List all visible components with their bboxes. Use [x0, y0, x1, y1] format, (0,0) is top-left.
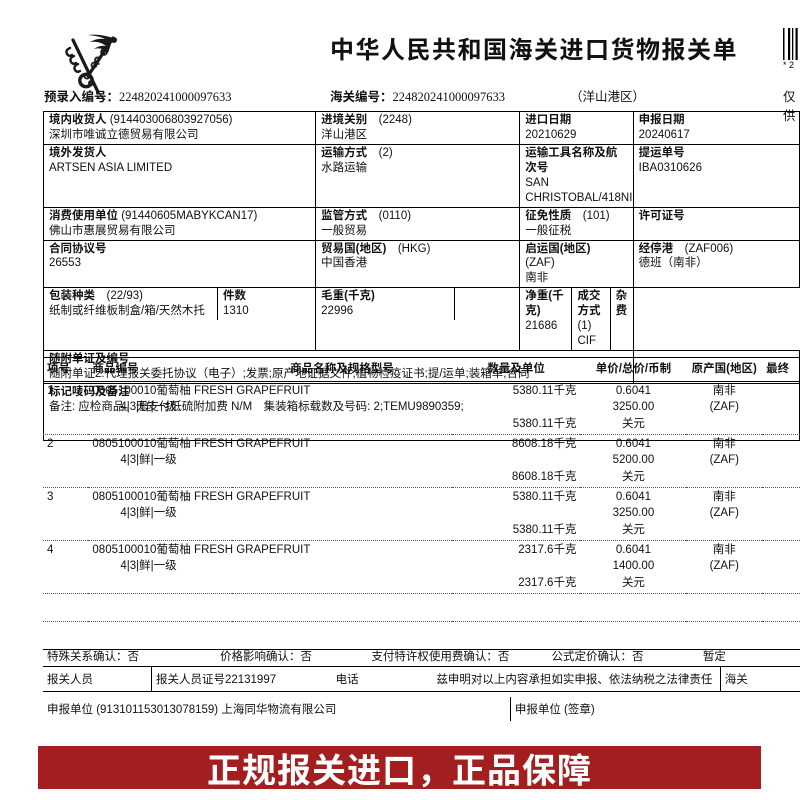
svg-text:* 2: * 2 — [783, 60, 794, 68]
